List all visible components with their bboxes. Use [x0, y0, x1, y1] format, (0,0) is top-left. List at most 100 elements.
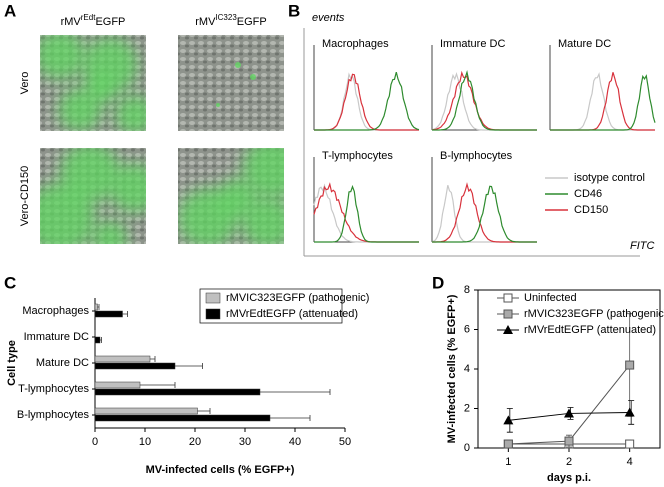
histogram	[314, 73, 419, 131]
x-tick-label: 40	[289, 436, 301, 448]
header-sup: rEdt	[81, 13, 96, 22]
point	[503, 325, 513, 334]
axis-label: events	[312, 12, 345, 24]
y-tick-label: 0	[464, 442, 470, 454]
point	[625, 360, 635, 370]
micrograph-bg	[178, 35, 284, 131]
y-axis-label: Cell type	[6, 340, 18, 386]
legend-label: CD150	[574, 204, 608, 216]
x-tick-label: 10	[139, 436, 151, 448]
error-bar	[97, 304, 100, 310]
x-tick-label: 4	[627, 456, 633, 468]
legend-label: Uninfected	[524, 292, 577, 304]
bar	[94, 303, 98, 311]
histogram	[550, 74, 656, 131]
egfp-blob	[92, 220, 128, 244]
y-tick-label: 4	[464, 363, 470, 375]
x-tick-label: 20	[189, 436, 201, 448]
header-part: rMV	[195, 16, 216, 28]
y-tick-label: Immature DC	[24, 331, 89, 343]
egfp-blob	[115, 95, 146, 131]
point	[564, 408, 574, 418]
y-tick-label: 8	[464, 284, 470, 296]
row-label: Vero	[19, 72, 31, 95]
histogram	[314, 71, 420, 131]
egfp-blob	[60, 148, 120, 203]
egfp-blob	[86, 76, 114, 104]
subpanel-title: Macrophages	[322, 38, 389, 50]
column-header: rMVrEdtEGFP	[61, 13, 126, 28]
error-bar	[122, 311, 128, 317]
panel-label: D	[432, 273, 444, 292]
legend-label: CD46	[574, 188, 602, 200]
egfp-blob	[110, 163, 146, 213]
point	[624, 407, 635, 417]
point	[503, 293, 513, 303]
egfp-blob	[250, 74, 256, 80]
legend-swatch	[205, 308, 221, 320]
header-part: EGFP	[95, 16, 125, 28]
legend-label: rMVrEdtEGFP (attenuated)	[524, 324, 656, 336]
row-label: Vero-CD150	[19, 166, 31, 227]
legend-label: isotype control	[574, 172, 645, 184]
histogram	[313, 183, 419, 243]
legend-label: rMVIC323EGFP (pathogenic)	[524, 308, 664, 320]
point	[503, 415, 514, 425]
histogram	[431, 70, 537, 131]
y-tick-label: Macrophages	[22, 305, 89, 317]
fluorescence	[178, 148, 284, 244]
error-bar	[100, 337, 102, 343]
header-sup: IC323	[215, 13, 237, 22]
egfp-blob	[216, 103, 220, 107]
micrograph	[40, 148, 146, 244]
subpanel-title: Mature DC	[558, 38, 611, 50]
x-tick-label: 50	[339, 436, 351, 448]
histogram	[314, 72, 419, 131]
bar	[94, 407, 198, 415]
panel-label: B	[288, 1, 300, 20]
header-part: EGFP	[237, 16, 267, 28]
x-axis-label: MV-infected cells (% EGFP+)	[146, 464, 295, 476]
fluorescence	[40, 148, 146, 244]
panel-label: A	[4, 1, 16, 20]
bar	[94, 336, 101, 344]
header-part: rMV	[61, 16, 82, 28]
histogram	[313, 182, 419, 243]
legend-label: rMVrEdtEGFP (attenuated)	[226, 308, 358, 320]
x-tick-label: 1	[505, 456, 511, 468]
bar	[94, 414, 271, 422]
bar	[94, 355, 151, 363]
micrograph	[40, 35, 146, 131]
y-tick-label: T-lymphocytes	[18, 383, 89, 395]
error-bar	[150, 356, 156, 362]
point	[625, 439, 635, 449]
histogram	[432, 182, 537, 243]
histogram	[432, 185, 537, 243]
histogram	[314, 184, 419, 243]
bar	[94, 310, 123, 318]
y-tick-label: Mature DC	[36, 357, 89, 369]
egfp-blob	[235, 62, 241, 68]
legend-swatch	[205, 292, 221, 304]
histogram	[431, 72, 537, 131]
legend-label: rMVIC323EGFP (pathogenic)	[226, 292, 369, 304]
bar	[94, 388, 261, 396]
egfp-blob	[218, 178, 258, 218]
error-bar	[140, 382, 176, 388]
fluorescence	[216, 62, 256, 107]
x-tick-label: 30	[239, 436, 251, 448]
error-bar	[175, 363, 203, 369]
y-tick-label: 6	[464, 323, 470, 335]
y-tick-label: 2	[464, 402, 470, 414]
subpanel-title: Immature DC	[440, 38, 505, 50]
micrograph	[178, 35, 284, 131]
egfp-blob	[40, 35, 85, 80]
column-header: rMVIC323EGFP	[195, 13, 266, 28]
point	[564, 436, 574, 446]
x-tick-label: 2	[566, 456, 572, 468]
series-line	[508, 364, 631, 445]
bar	[94, 362, 176, 370]
micrograph	[178, 148, 284, 244]
subpanel-title: B-lymphocytes	[440, 150, 513, 162]
